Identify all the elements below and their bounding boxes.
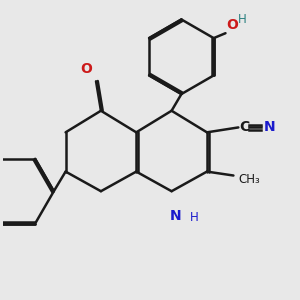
Text: H: H bbox=[190, 211, 199, 224]
Text: CH₃: CH₃ bbox=[238, 173, 260, 186]
Text: N: N bbox=[264, 120, 275, 134]
Text: O: O bbox=[226, 18, 238, 32]
Text: H: H bbox=[238, 13, 247, 26]
Text: C: C bbox=[239, 120, 250, 134]
Text: O: O bbox=[80, 62, 92, 76]
Text: N: N bbox=[170, 209, 181, 223]
